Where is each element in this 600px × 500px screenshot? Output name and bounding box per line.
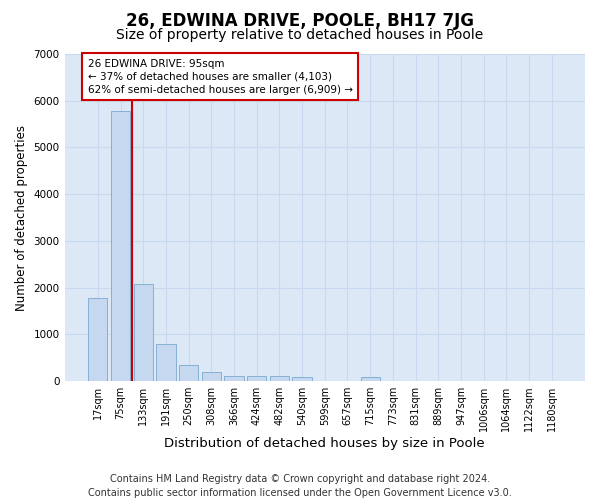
- Bar: [292, 378, 312, 381]
- Text: Contains HM Land Registry data © Crown copyright and database right 2024.
Contai: Contains HM Land Registry data © Crown c…: [88, 474, 512, 498]
- Text: 26, EDWINA DRIVE, POOLE, BH17 7JG: 26, EDWINA DRIVE, POOLE, BH17 7JG: [126, 12, 474, 30]
- Bar: [156, 344, 176, 381]
- Bar: [111, 111, 130, 381]
- Bar: [202, 372, 221, 381]
- Bar: [361, 378, 380, 381]
- Bar: [247, 376, 266, 381]
- Text: 26 EDWINA DRIVE: 95sqm
← 37% of detached houses are smaller (4,103)
62% of semi-: 26 EDWINA DRIVE: 95sqm ← 37% of detached…: [88, 58, 353, 95]
- X-axis label: Distribution of detached houses by size in Poole: Distribution of detached houses by size …: [164, 437, 485, 450]
- Bar: [179, 365, 198, 381]
- Bar: [224, 376, 244, 381]
- Bar: [88, 298, 107, 381]
- Y-axis label: Number of detached properties: Number of detached properties: [15, 124, 28, 310]
- Bar: [134, 284, 153, 381]
- Bar: [270, 376, 289, 381]
- Text: Size of property relative to detached houses in Poole: Size of property relative to detached ho…: [116, 28, 484, 42]
